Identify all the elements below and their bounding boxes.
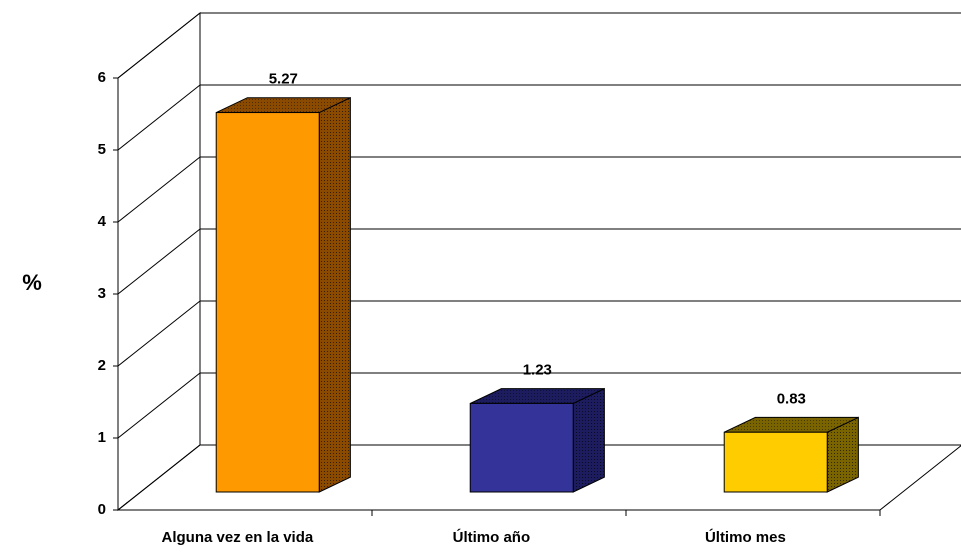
value-label: 5.27	[269, 71, 298, 88]
grid-line-side	[117, 84, 201, 151]
bar-top-texture	[470, 388, 605, 404]
x-tick-label: Último mes	[705, 528, 786, 546]
y-tick-label: 5	[98, 141, 106, 158]
x-tick-label: Último año	[453, 528, 531, 546]
bar-top-texture	[724, 417, 859, 433]
value-label: 1.23	[523, 362, 552, 379]
bar	[215, 112, 320, 493]
x-tick-label: Alguna vez en la vida	[162, 529, 314, 546]
grid-line-side	[117, 372, 201, 439]
bar-side-texture	[827, 417, 859, 492]
y-tick-label: 2	[98, 357, 106, 374]
y-tick-label: 6	[98, 69, 106, 86]
y-axis-label: %	[22, 270, 42, 295]
grid-line-side	[117, 228, 201, 295]
bar-side-texture	[319, 97, 351, 492]
y-tick-label: 1	[98, 429, 106, 446]
bar-top-texture	[216, 97, 351, 113]
bar	[469, 402, 574, 493]
grid-line-side	[117, 12, 201, 79]
y-tick-label: 4	[98, 213, 107, 230]
grid-line-side	[117, 300, 201, 367]
bar-side-texture	[573, 388, 605, 492]
bar	[723, 431, 828, 493]
grid-line-side	[117, 156, 201, 223]
value-label: 0.83	[777, 390, 806, 407]
y-tick-label: 3	[98, 285, 106, 302]
grid-line-side	[117, 444, 201, 511]
y-tick-label: 0	[98, 501, 106, 518]
